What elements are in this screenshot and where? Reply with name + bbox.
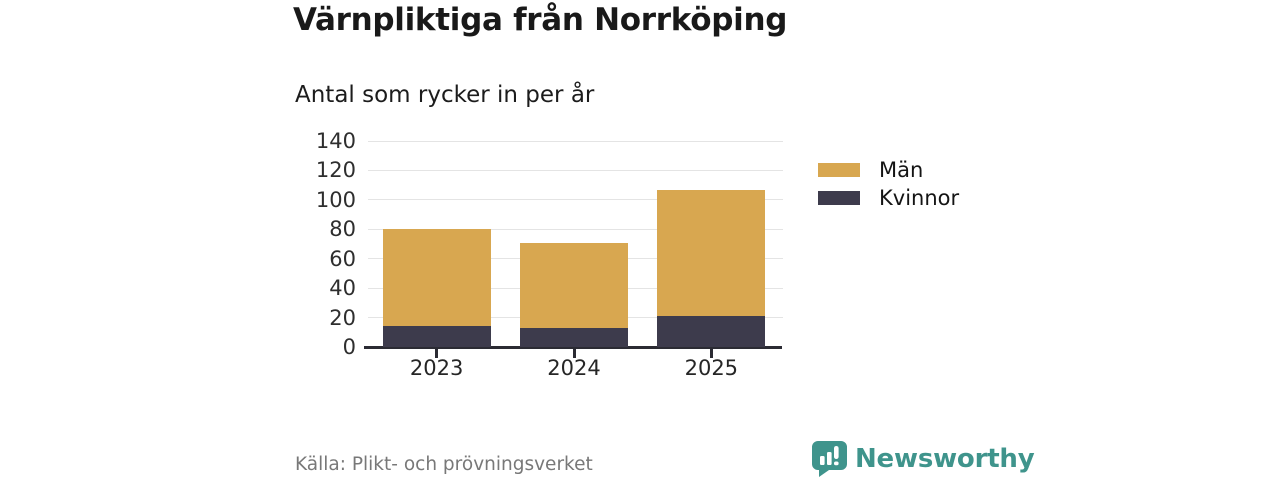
gridline-y-120 (368, 169, 783, 171)
x-tick-label-2024: 2024 (547, 356, 601, 380)
chart-title: Värnpliktiga från Norrköping (293, 2, 788, 38)
bar-segment-2025-män[interactable] (657, 189, 766, 317)
y-tick-label: 80 (329, 217, 356, 242)
gridline-y-80 (368, 228, 783, 230)
bar-chart-speech-bubble-icon (812, 441, 847, 477)
x-tick-label-2025: 2025 (684, 356, 739, 380)
chart-subtitle: Antal som rycker in per år (295, 82, 595, 108)
legend: Män Kvinnor (818, 158, 959, 217)
legend-swatch (818, 162, 860, 177)
y-tick-label: 40 (329, 276, 356, 301)
y-tick-label: 20 (329, 305, 356, 330)
y-tick-label: 100 (315, 187, 356, 212)
source-note: Källa: Plikt- och prövningsverket (295, 454, 593, 475)
y-axis-labels: 0 20 40 60 80 100 120 140 (286, 129, 356, 359)
y-tick-label: 0 (342, 335, 356, 359)
y-tick-label: 140 (315, 129, 356, 153)
y-tick-label: 120 (315, 158, 356, 183)
legend-item-män: Män (818, 158, 959, 182)
legend-swatch (818, 190, 860, 205)
x-axis-labels: 2023 2024 2025 (368, 356, 780, 388)
y-tick-label: 60 (329, 246, 356, 271)
x-tick (435, 349, 439, 358)
bar-segment-2024-kvinnor[interactable] (520, 327, 628, 347)
bar-segment-2024-män[interactable] (520, 242, 628, 328)
legend-item-kvinnor: Kvinnor (818, 186, 959, 210)
legend-label: Män (879, 157, 924, 182)
legend-label: Kvinnor (879, 185, 960, 210)
x-axis-line (364, 346, 782, 349)
bar-segment-2025-kvinnor[interactable] (657, 316, 766, 347)
brand-name: Newsworthy (855, 443, 1035, 474)
bar-segment-2023-kvinnor[interactable] (382, 326, 491, 347)
x-tick (572, 349, 576, 358)
x-tick-label-2023: 2023 (409, 356, 464, 380)
plot-area (364, 140, 783, 358)
bar-segment-2023-män[interactable] (382, 229, 491, 327)
gridline-y-140 (368, 140, 783, 142)
gridline-y-100 (368, 199, 783, 201)
x-tick (709, 349, 713, 358)
newsworthy-logo[interactable]: Newsworthy (811, 440, 1035, 477)
